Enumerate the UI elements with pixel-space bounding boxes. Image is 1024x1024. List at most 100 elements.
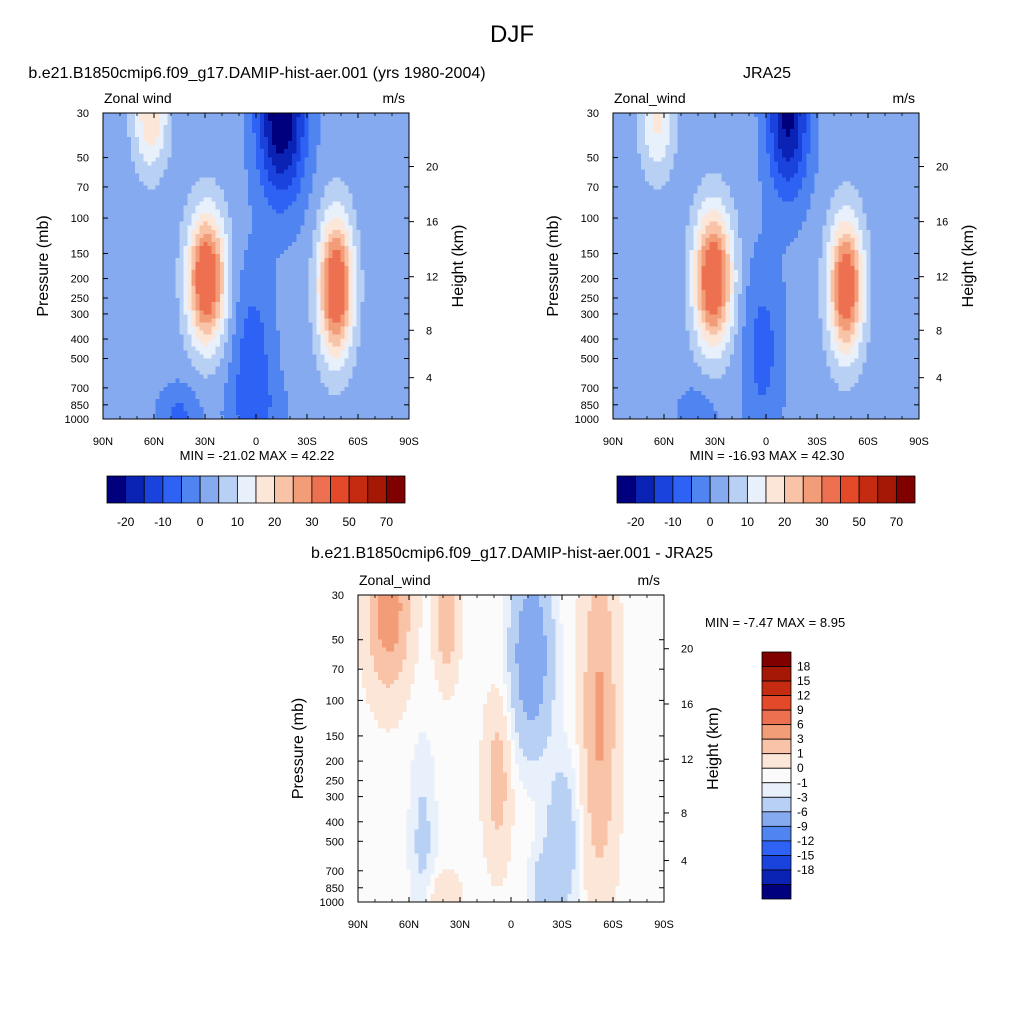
- contour-cell: [183, 153, 189, 158]
- contour-cell: [163, 213, 169, 219]
- contour-cell: [147, 173, 152, 179]
- contour-cell: [404, 185, 410, 191]
- contour-cell: [175, 137, 181, 142]
- contour-cell: [227, 113, 233, 118]
- contour-cell: [235, 205, 241, 211]
- contour-cell: [219, 177, 225, 183]
- contour-cell: [179, 322, 185, 327]
- contour-cell: [151, 145, 156, 150]
- contour-cell: [364, 221, 370, 227]
- contour-cell: [320, 213, 326, 219]
- contour-cell: [384, 362, 390, 368]
- contour-cell: [231, 294, 237, 299]
- contour-cell: [352, 298, 358, 303]
- contour-cell: [288, 322, 293, 327]
- contour-cell: [404, 326, 410, 332]
- contour-cell: [332, 270, 338, 275]
- contour-cell: [332, 266, 338, 271]
- contour-cell: [388, 185, 394, 191]
- contour-cell: [127, 274, 132, 279]
- contour-cell: [179, 185, 185, 191]
- contour-cell: [143, 149, 148, 154]
- contour-cell: [372, 354, 378, 360]
- contour-cell: [103, 157, 108, 162]
- contour-cell: [231, 370, 237, 376]
- contour-cell: [396, 161, 402, 166]
- contour-cell: [199, 334, 205, 340]
- contour-cell: [376, 197, 382, 203]
- contour-cell: [268, 121, 273, 126]
- contour-cell: [340, 209, 346, 215]
- contour-cell: [360, 157, 366, 162]
- contour-cell: [163, 121, 169, 126]
- contour-cell: [115, 189, 120, 195]
- contour-cell: [372, 177, 378, 183]
- contour-cell: [396, 261, 402, 267]
- contour-cell: [352, 310, 358, 315]
- contour-cell: [103, 354, 108, 360]
- contour-cell: [211, 141, 217, 146]
- contour-cell: [396, 241, 402, 247]
- contour-cell: [324, 225, 330, 231]
- contour-cell: [272, 145, 277, 150]
- contour-cell: [115, 302, 120, 307]
- contour-cell: [340, 145, 346, 150]
- contour-cell: [392, 286, 398, 291]
- contour-cell: [251, 145, 257, 150]
- contour-cell: [151, 310, 156, 315]
- contour-cell: [127, 213, 132, 219]
- contour-cell: [151, 197, 156, 203]
- contour-cell: [356, 249, 362, 255]
- contour-cell: [211, 205, 217, 211]
- contour-cell: [356, 161, 362, 166]
- contour-cell: [304, 302, 309, 307]
- contour-cell: [400, 113, 406, 118]
- contour-cell: [247, 354, 253, 360]
- contour-cell: [300, 286, 305, 291]
- contour-cell: [155, 338, 160, 344]
- contour-cell: [183, 177, 189, 183]
- contour-cell: [404, 153, 410, 158]
- contour-cell: [320, 334, 326, 340]
- contour-cell: [155, 129, 160, 134]
- contour-cell: [372, 125, 378, 130]
- contour-cell: [368, 181, 374, 187]
- contour-cell: [243, 173, 249, 179]
- contour-cell: [264, 181, 269, 187]
- contour-cell: [376, 181, 382, 187]
- contour-cell: [388, 181, 394, 187]
- contour-cell: [251, 213, 257, 219]
- contour-cell: [352, 117, 358, 122]
- contour-cell: [103, 249, 108, 255]
- contour-cell: [171, 253, 177, 259]
- contour-cell: [256, 310, 261, 315]
- contour-cell: [360, 117, 366, 122]
- contour-cell: [155, 266, 160, 271]
- contour-cell: [199, 310, 205, 315]
- contour-cell: [175, 245, 181, 251]
- contour-cell: [251, 217, 257, 223]
- contour-cell: [372, 346, 378, 352]
- contour-cell: [191, 129, 197, 134]
- contour-cell: [247, 241, 253, 247]
- contour-cell: [131, 306, 136, 311]
- contour-cell: [223, 209, 229, 215]
- contour-cell: [123, 249, 128, 255]
- contour-cell: [376, 113, 382, 118]
- contour-cell: [251, 261, 257, 267]
- contour-cell: [183, 165, 189, 170]
- contour-cell: [256, 165, 261, 170]
- contour-cell: [179, 310, 185, 315]
- contour-cell: [368, 153, 374, 158]
- contour-cell: [352, 282, 358, 287]
- contour-cell: [328, 153, 334, 158]
- contour-cell: [396, 113, 402, 118]
- contour-cell: [147, 310, 152, 315]
- contour-cell: [388, 197, 394, 203]
- contour-cell: [308, 342, 313, 348]
- contour-cell: [163, 257, 169, 263]
- contour-cell: [268, 217, 273, 223]
- contour-cell: [348, 282, 354, 287]
- contour-cell: [324, 286, 330, 291]
- contour-cell: [364, 125, 370, 130]
